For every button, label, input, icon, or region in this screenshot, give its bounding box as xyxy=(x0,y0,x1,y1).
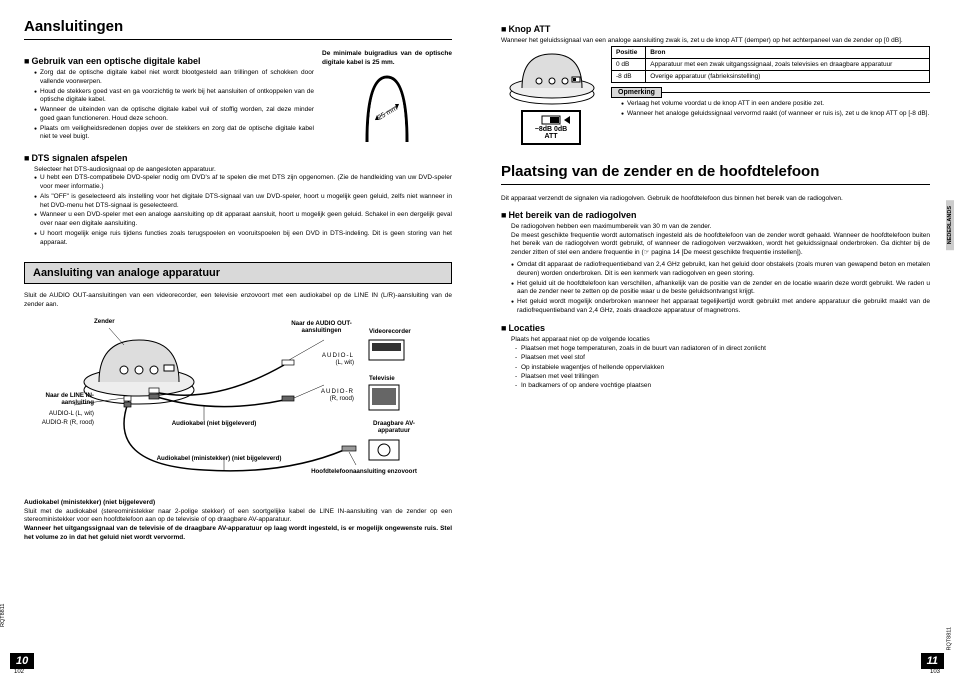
att-figure: −8dB 0dB ATT xyxy=(501,46,601,145)
list-item: Op instabiele wagentjes of hellende oppe… xyxy=(515,363,930,372)
lbl-videorecorder: Videorecorder xyxy=(369,328,411,335)
lbl-hoofdtelefoon: Hoofdtelefoonaansluiting enzovoort xyxy=(309,468,419,475)
td: 0 dB xyxy=(612,58,646,70)
foot-bold: Wanneer het uitgangssignaal van de telev… xyxy=(24,525,452,541)
lbl-audio-r: AUDIO-R xyxy=(321,388,354,395)
th-positie: Positie xyxy=(612,46,646,58)
svg-text:25 mm: 25 mm xyxy=(377,104,399,121)
list-item: Wanneer het analoge geluidssignaal vervo… xyxy=(621,110,930,119)
att-switch-labels: −8dB 0dB xyxy=(526,126,576,134)
min-radius-note: De minimale buigradius van de optische d… xyxy=(322,50,452,68)
locaties-heading: Locaties xyxy=(501,323,930,333)
list-item: Houd de stekkers goed vast en ga voorzic… xyxy=(34,88,314,106)
cable-bend-figure: 25 mm xyxy=(357,72,417,147)
list-item: Plaatsen met veel stof xyxy=(515,353,930,362)
att-text: Wanneer het geluidssignaal van een analo… xyxy=(501,37,930,46)
list-item: U hebt een DTS-compatibele DVD-speler no… xyxy=(34,174,452,192)
right-title2: Plaatsing van de zender en de hoofdtelef… xyxy=(501,163,930,185)
list-item: U hoort mogelijk enige ruis tijdens func… xyxy=(34,230,452,248)
lbl-audiokabel2: Audiokabel (ministekker) (niet bijgeleve… xyxy=(154,455,284,462)
th-bron: Bron xyxy=(646,46,930,58)
locaties-list: Plaatsen met hoge temperaturen, zoals in… xyxy=(501,344,930,389)
doc-code-right: RQT8811 xyxy=(946,627,952,650)
list-item: In badkamers of op andere vochtige plaat… xyxy=(515,381,930,390)
sec2-intro: Selecteer het DTS-audiosignaal op de aan… xyxy=(24,166,452,175)
list-item: Plaatsen met hoge temperaturen, zoals in… xyxy=(515,344,930,353)
bereik-bullets: Omdat dit apparaat de radiofrequentieban… xyxy=(501,261,930,317)
tinynum-left: 102 xyxy=(14,669,24,675)
td: -8 dB xyxy=(612,70,646,82)
connection-diagram: Zender Naar de LINE IN-aansluiting AUDIO… xyxy=(24,310,452,495)
td: Apparatuur met een zwak uitgangssignaal,… xyxy=(646,58,930,70)
tinynum-right: 103 xyxy=(930,669,940,675)
bereik-p1: De radiogolven hebben een maximumbereik … xyxy=(501,223,930,232)
lbl-audio-l-sub: AUDIO-L (L, wit) xyxy=(24,410,94,417)
opmerking-label: Opmerking xyxy=(611,87,662,98)
banner-text: Sluit de AUDIO OUT-aansluitingen van een… xyxy=(24,292,452,310)
list-item: Zorg dat de optische digitale kabel niet… xyxy=(34,69,314,87)
lbl-draagbare: Draagbare AV-apparatuur xyxy=(359,420,429,434)
td: Overige apparatuur (fabrieksinstelling) xyxy=(646,70,930,82)
lbl-line-in: Naar de LINE IN-aansluiting xyxy=(24,392,94,406)
list-item: Het geluid wordt mogelijk onderbroken wa… xyxy=(511,298,930,316)
list-item: Omdat dit apparaat de radiofrequentieban… xyxy=(511,261,930,279)
optical-cable-section: Gebruik van een optische digitale kabel … xyxy=(24,50,452,147)
sec1-bullets: Zorg dat de optische digitale kabel niet… xyxy=(24,69,314,142)
lbl-audio-r-sub: AUDIO-R (R, rood) xyxy=(24,419,94,426)
sec2-heading: DTS signalen afspelen xyxy=(24,153,452,163)
sec1-heading: Gebruik van een optische digitale kabel xyxy=(24,56,314,66)
page-left: Aansluitingen Gebruik van een optische d… xyxy=(0,0,477,677)
bereik-p2: De meest geschikte frequentie wordt auto… xyxy=(501,232,930,258)
lbl-audiokabel1: Audiokabel (niet bijgeleverd) xyxy=(154,420,274,427)
lbl-audio-r-paren: (R, rood) xyxy=(330,395,354,402)
list-item: Het geluid uit de hoofdtelefoon kan vers… xyxy=(511,280,930,298)
pagenum-right: 11 xyxy=(921,653,944,669)
sec2-bullets: U hebt een DTS-compatibele DVD-speler no… xyxy=(24,174,452,248)
list-item: Als "OFF" is geselecteerd als instelling… xyxy=(34,193,452,211)
list-item: Plaats om veiligheidsredenen dopjes over… xyxy=(34,125,314,143)
att-switch-box: −8dB 0dB ATT xyxy=(521,110,581,145)
att-table: PositieBron 0 dBApparatuur met een zwak … xyxy=(611,46,930,83)
doc-code-left: RQT8811 xyxy=(0,604,6,627)
bereik-heading: Het bereik van de radiogolven xyxy=(501,210,930,220)
foot-text: Sluit met de audiokabel (stereoministekk… xyxy=(24,508,452,524)
lbl-audio-l: AUDIO-L xyxy=(322,352,354,359)
pagenum-left: 10 xyxy=(10,653,34,669)
list-item: Wanneer u een DVD-speler met een analoge… xyxy=(34,211,452,229)
lbl-audio-l-paren: (L, wit) xyxy=(335,359,354,366)
opmerking-header: Opmerking xyxy=(611,87,930,98)
att-row: −8dB 0dB ATT PositieBron 0 dBApparatuur … xyxy=(501,46,930,145)
foot-heading: Audiokabel (ministekker) (niet bijgeleve… xyxy=(24,499,155,506)
language-tab: NEDERLANDS xyxy=(946,200,954,250)
lbl-audio-out: Naar de AUDIO OUT-aansluitingen xyxy=(284,320,359,334)
analog-banner: Aansluiting van analoge apparatuur xyxy=(24,262,452,284)
list-item: Plaatsen met veel trillingen xyxy=(515,372,930,381)
page-right: Knop ATT Wanneer het geluidssignaal van … xyxy=(477,0,954,677)
locaties-intro: Plaats het apparaat niet op de volgende … xyxy=(501,336,930,345)
list-item: Wanneer de uiteinden van de optische dig… xyxy=(34,106,314,124)
left-title: Aansluitingen xyxy=(24,18,452,40)
title2-intro: Dit apparaat verzendt de signalen via ra… xyxy=(501,195,930,204)
lbl-televisie: Televisie xyxy=(369,375,395,382)
att-switch-name: ATT xyxy=(526,133,576,141)
att-heading: Knop ATT xyxy=(501,24,930,34)
lbl-zender: Zender xyxy=(94,318,115,325)
opmerking-bullets: Verlaag het volume voordat u de knop ATT… xyxy=(611,100,930,119)
list-item: Verlaag het volume voordat u de knop ATT… xyxy=(621,100,930,109)
